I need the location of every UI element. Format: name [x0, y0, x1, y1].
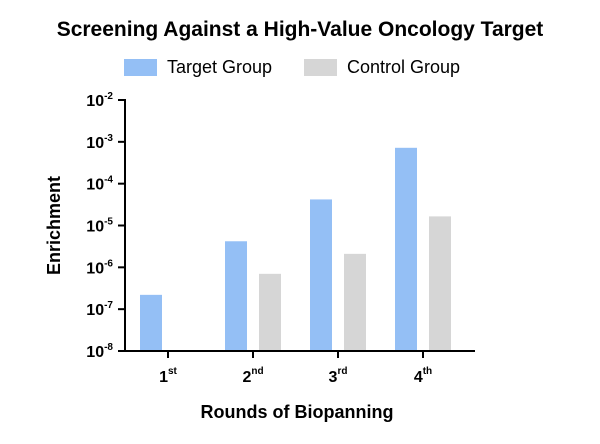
legend-swatch-control: [304, 59, 337, 76]
chart-title: Screening Against a High-Value Oncology …: [56, 18, 544, 41]
bars-group: [140, 147, 451, 351]
x-axis-label: Rounds of Biopanning: [201, 402, 394, 422]
bar-target-2: [225, 241, 247, 351]
y-tick-label-1: 10-3: [86, 133, 113, 152]
y-tick-label-0: 10-2: [86, 91, 113, 110]
y-tick-label-6: 10-8: [86, 342, 113, 361]
x-tick-label-4: 4th: [414, 366, 432, 386]
bar-target-1: [140, 294, 162, 351]
axes-group: 10-2 10-3 10-4 10-5 10-6 10-7 10-8 1st 2nd 3rd 4th: [86, 91, 475, 386]
legend-item-target: Target Group: [124, 57, 272, 78]
legend-label-control: Control Group: [347, 57, 461, 77]
x-tick-label-3: 3rd: [329, 366, 348, 386]
bar-control-2: [259, 273, 281, 351]
y-tick-label-3: 10-5: [86, 217, 113, 236]
y-tick-label-5: 10-7: [86, 300, 113, 319]
y-tick-label-4: 10-6: [86, 258, 113, 277]
bar-target-4: [395, 147, 417, 351]
legend: Target Group Control Group: [0, 57, 600, 81]
legend-label-target: Target Group: [167, 57, 273, 77]
x-tick-label-1: 1st: [159, 366, 177, 386]
bar-control-4: [429, 216, 451, 351]
y-tick-label-2: 10-4: [86, 175, 113, 194]
legend-item-control: Control Group: [304, 57, 460, 78]
bar-control-3: [344, 253, 366, 351]
legend-swatch-target: [124, 59, 157, 76]
bar-target-3: [310, 199, 332, 351]
y-axis-label: Enrichment: [44, 176, 64, 275]
x-tick-label-2: 2nd: [242, 366, 263, 386]
